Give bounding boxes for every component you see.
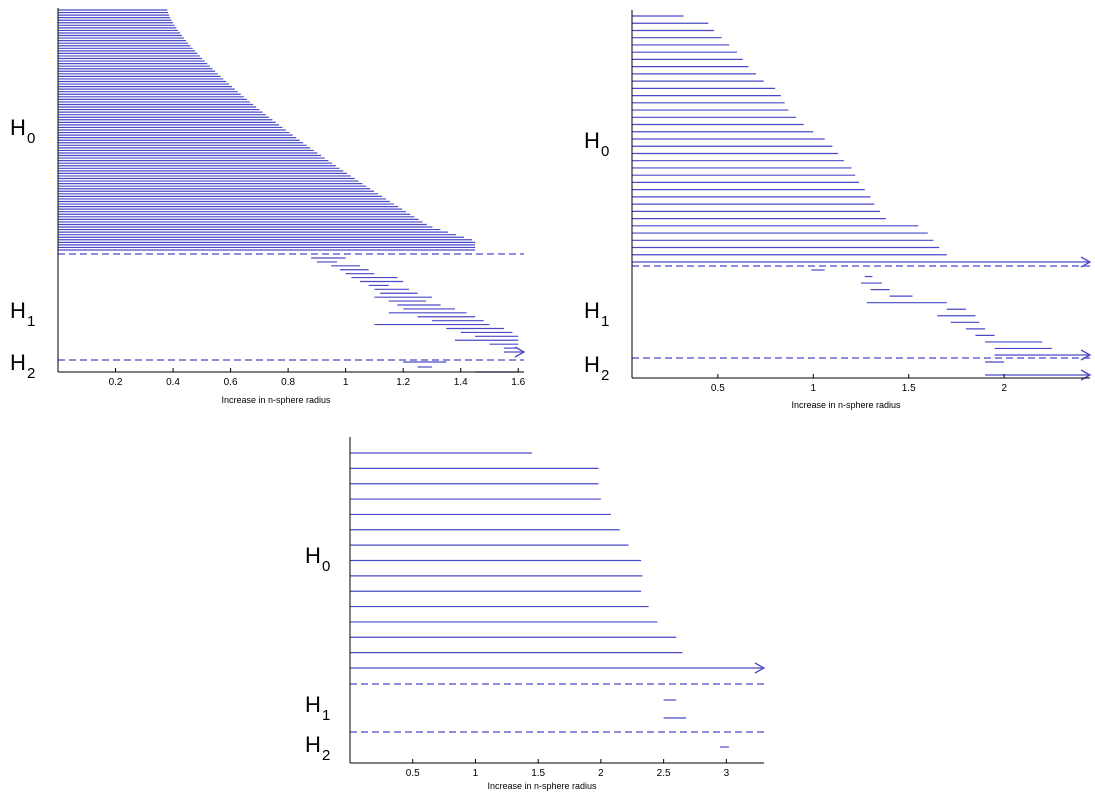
group-label-subscript: 2 <box>322 747 330 764</box>
x-tick-label: 0.5 <box>711 383 725 394</box>
x-tick-label: 1.5 <box>531 768 545 779</box>
x-tick-label: 0.2 <box>109 377 123 388</box>
x-tick-label: 0.5 <box>406 768 420 779</box>
group-label-subscript: 0 <box>27 130 35 147</box>
group-label: H <box>584 128 600 153</box>
group-label-subscript: 1 <box>601 313 609 330</box>
group-label: H <box>584 352 600 377</box>
group-label: H <box>305 692 321 717</box>
x-tick-label: 0.8 <box>281 377 295 388</box>
x-tick-label: 2 <box>1001 383 1007 394</box>
x-tick-label: 1.4 <box>454 377 468 388</box>
x-tick-label: 1 <box>343 377 349 388</box>
infinite-arrow <box>514 346 526 358</box>
group-label-subscript: 1 <box>322 707 330 724</box>
group-label-subscript: 1 <box>27 313 35 330</box>
x-tick-label: 1 <box>473 768 479 779</box>
x-tick-label: 2.5 <box>657 768 671 779</box>
group-label: H <box>305 732 321 757</box>
x-tick-label: 0.4 <box>166 377 180 388</box>
x-tick-label: 3 <box>724 768 730 779</box>
group-label: H <box>10 298 26 323</box>
infinite-arrow <box>754 662 766 674</box>
x-tick-label: 1 <box>811 383 817 394</box>
group-label-subscript: 0 <box>322 558 330 575</box>
group-label-subscript: 2 <box>27 365 35 382</box>
x-tick-label: 0.6 <box>224 377 238 388</box>
x-tick-label: 1.2 <box>396 377 410 388</box>
group-label-subscript: 0 <box>601 143 609 160</box>
x-axis-label: Increase in n-sphere radius <box>221 395 331 405</box>
x-tick-label: 1.6 <box>511 377 525 388</box>
x-tick-label: 1.5 <box>902 383 916 394</box>
group-label-subscript: 2 <box>601 367 609 384</box>
group-label: H <box>10 115 26 140</box>
group-label: H <box>305 543 321 568</box>
x-axis-label: Increase in n-sphere radius <box>791 400 901 410</box>
x-tick-label: 2 <box>598 768 604 779</box>
x-axis-label: Increase in n-sphere radius <box>487 781 597 791</box>
group-label: H <box>10 350 26 375</box>
infinite-arrow <box>1080 256 1092 268</box>
group-label: H <box>584 298 600 323</box>
